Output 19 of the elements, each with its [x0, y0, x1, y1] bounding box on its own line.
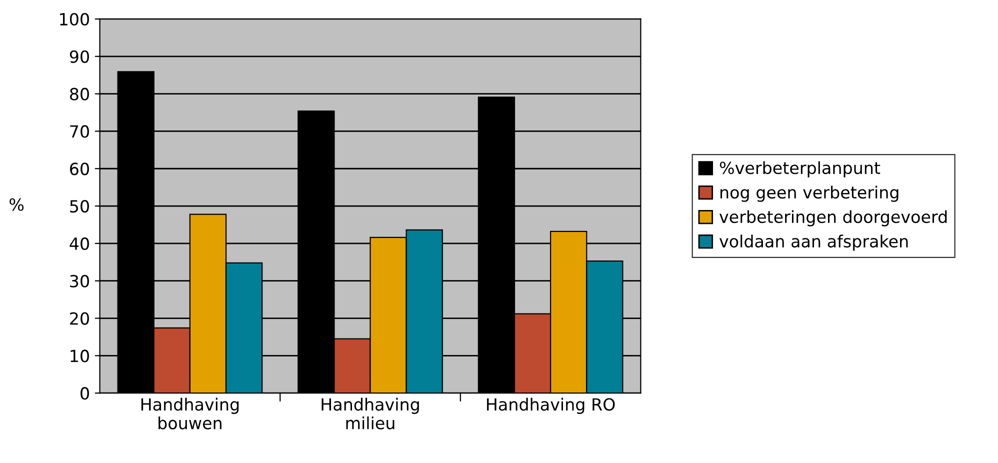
y-tick-label: 0	[80, 387, 89, 400]
y-tick-label: 100	[60, 12, 89, 26]
legend-label: voldaan aan afspraken	[719, 234, 908, 251]
y-tick-label: 60	[70, 162, 89, 176]
y-axis-title: %	[10, 198, 24, 211]
x-tick-label: Handhaving milieu	[322, 398, 419, 430]
y-tick-label: 10	[70, 350, 89, 362]
y-tick-label: 80	[70, 88, 89, 100]
legend-label: %verbeterplanpunt	[720, 161, 880, 178]
y-tick-label: 70	[70, 125, 89, 138]
y-tick-label: 20	[70, 312, 89, 325]
legend-label: verbeteringen doorgevoerd	[719, 210, 947, 226]
legend-label: nog geen verbetering	[720, 186, 898, 202]
y-tick-label: 40	[70, 237, 89, 250]
y-tick-label: 50	[70, 200, 89, 213]
y-tick-label: 30	[70, 274, 89, 288]
x-tick-label: Handhaving RO	[487, 398, 615, 414]
y-tick-label: 90	[70, 50, 89, 63]
x-tick-label: Handhaving bouwen	[141, 398, 239, 430]
